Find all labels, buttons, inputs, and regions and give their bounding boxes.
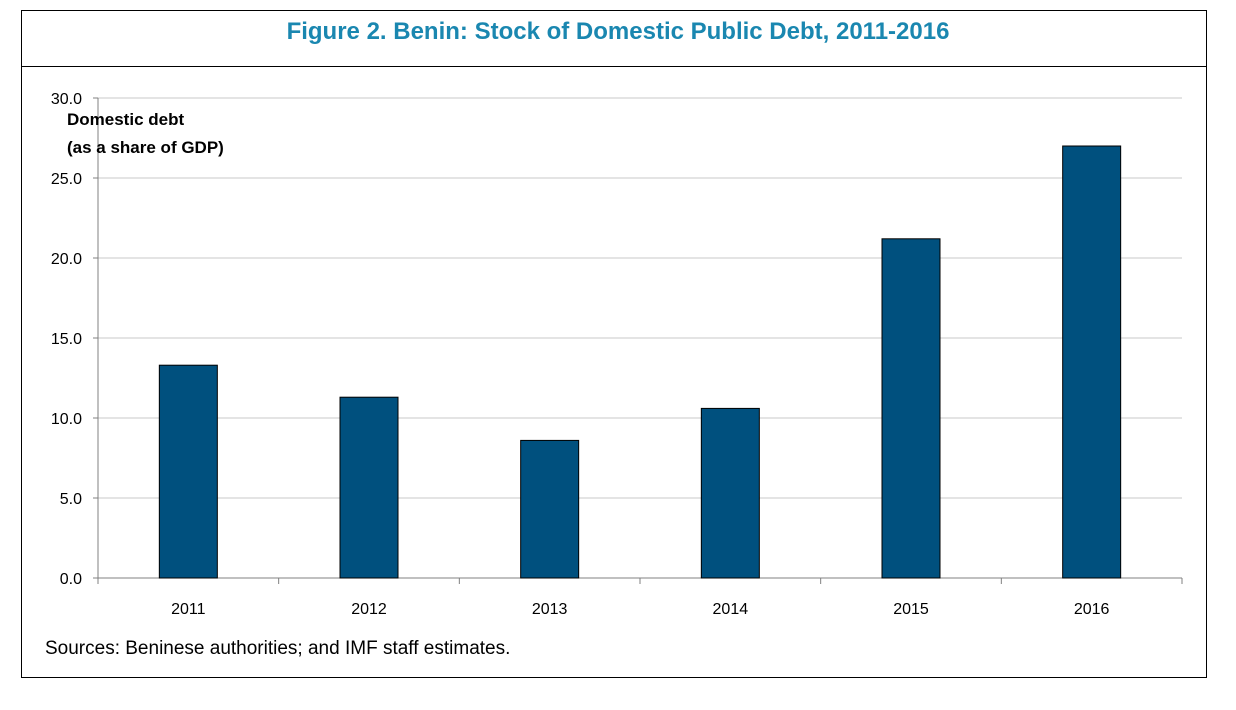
- x-tick-label: 2015: [893, 601, 929, 618]
- tick-labels: 0.0 5.0 10.0 15.0 20.0 25.0 30.0 2011 2012 2013 20…: [51, 91, 1110, 618]
- gridlines: [98, 97, 1182, 499]
- bar-2016: [1062, 145, 1122, 579]
- y-tick-label: 30.0: [51, 91, 82, 108]
- bar-2012: [339, 396, 399, 579]
- y-tick-label: 5.0: [60, 491, 82, 508]
- figure-title: Figure 2. Benin: Stock of Domestic Publi…: [286, 18, 950, 45]
- bar-2011: [158, 364, 218, 579]
- subtitle-line-2: (as a share of GDP): [67, 138, 224, 157]
- axes: [93, 97, 1183, 584]
- subtitle-line-1: Domestic debt: [67, 110, 185, 129]
- y-tick-label: 25.0: [51, 171, 82, 188]
- x-tick-label: 2013: [532, 601, 568, 618]
- bars: [158, 145, 1122, 579]
- source-note: Sources: Beninese authorities; and IMF s…: [45, 638, 511, 659]
- x-tick-label: 2011: [171, 601, 206, 618]
- title-divider: [21, 66, 1207, 67]
- x-tick-label: 2014: [713, 601, 749, 618]
- y-tick-label: 15.0: [51, 331, 82, 348]
- x-tick-label: 2016: [1074, 601, 1110, 618]
- y-tick-label: 20.0: [51, 251, 82, 268]
- bar-2014: [700, 407, 760, 579]
- figure-frame: [21, 10, 1207, 678]
- bar-2013: [520, 439, 580, 579]
- bar-2015: [881, 238, 941, 579]
- x-tick-label: 2012: [351, 601, 387, 618]
- y-tick-label: 10.0: [51, 411, 82, 428]
- chart-subtitle: Domestic debt (as a share of GDP): [67, 106, 224, 162]
- y-tick-label: 0.0: [60, 571, 82, 588]
